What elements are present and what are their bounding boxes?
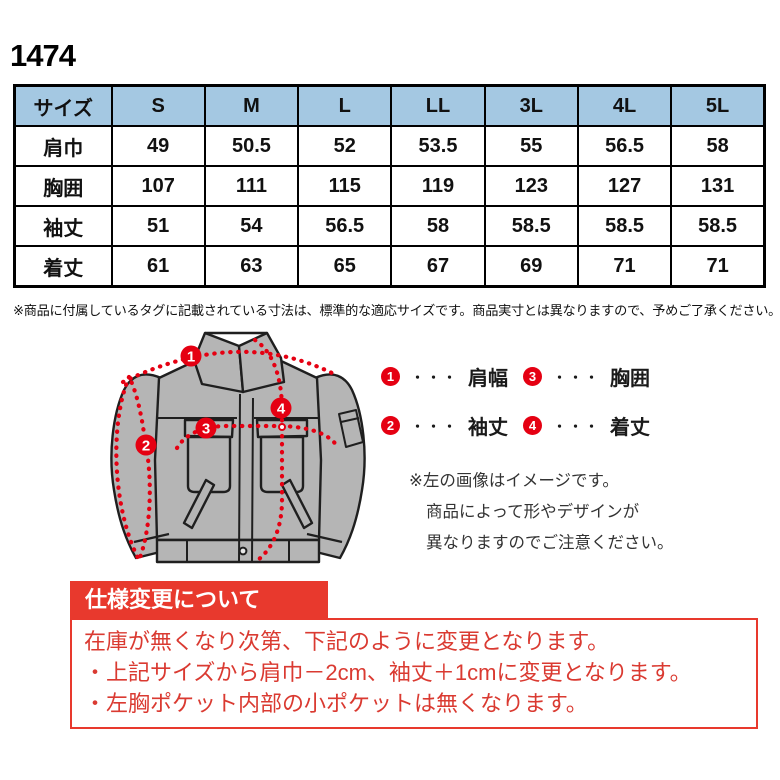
size-table-row: 着丈 61 63 65 67 69 71 71 bbox=[13, 245, 766, 288]
legend-label: 着丈 bbox=[610, 416, 651, 439]
size-value-cell: 49 bbox=[110, 125, 206, 167]
size-table-header-cell: L bbox=[297, 84, 393, 127]
legend-item-shoulder: 1 ・・・ 肩幅 bbox=[381, 366, 523, 390]
legend-dots: ・・・ bbox=[411, 369, 460, 385]
size-table-row: 袖丈 51 54 56.5 58 58.5 58.5 58.5 bbox=[13, 205, 766, 247]
spec-change-line: 在庫が無くなり次第、下記のように変更となります。 bbox=[84, 629, 610, 654]
size-value-cell: 63 bbox=[203, 245, 300, 288]
size-table-header-cell: 4L bbox=[576, 84, 673, 127]
image-disclaimer: ※左の画像はイメージです。 商品によって形やデザインが 異なりますのでご注意くだ… bbox=[409, 466, 674, 559]
size-table-header-row: サイズ S M L LL 3L 4L 5L bbox=[13, 84, 766, 127]
size-value-cell: 67 bbox=[390, 245, 486, 288]
legend-circle-3: 3 bbox=[523, 366, 542, 386]
size-value-cell: 51 bbox=[110, 205, 206, 247]
size-value-cell: 107 bbox=[110, 165, 206, 207]
jacket-illustration: 1 2 3 4 bbox=[110, 331, 366, 566]
size-value-cell: 54 bbox=[203, 205, 300, 247]
size-value-cell: 111 bbox=[203, 165, 300, 207]
size-value-cell: 115 bbox=[297, 165, 393, 207]
legend-circle-4: 4 bbox=[523, 415, 542, 435]
size-value-cell: 131 bbox=[670, 165, 766, 207]
size-value-cell: 58.5 bbox=[483, 205, 579, 247]
marker-3-num: 3 bbox=[202, 421, 210, 438]
product-code: 1474 bbox=[10, 38, 76, 73]
image-disclaimer-line: 商品によって形やデザインが bbox=[426, 503, 640, 521]
size-table-header-cell: S bbox=[110, 84, 206, 127]
jacket-markers: 1 2 3 4 bbox=[135, 345, 292, 456]
spec-change-box: 在庫が無くなり次第、下記のように変更となります。 ・上記サイズから肩巾－2cm、… bbox=[70, 618, 758, 729]
size-value-cell: 69 bbox=[483, 245, 579, 288]
marker-2-circle bbox=[135, 434, 157, 456]
size-value-cell: 119 bbox=[390, 165, 486, 207]
marker-1-num: 1 bbox=[187, 349, 195, 366]
size-table-header-cell: M bbox=[203, 84, 300, 127]
size-value-cell: 58 bbox=[670, 125, 766, 167]
size-value-cell: 53.5 bbox=[390, 125, 486, 167]
size-value-cell: 127 bbox=[576, 165, 673, 207]
legend-circle-1: 1 bbox=[381, 366, 400, 386]
size-value-cell: 123 bbox=[483, 165, 579, 207]
legend-circle-2: 2 bbox=[381, 415, 400, 435]
size-table-header-cell: LL bbox=[390, 84, 486, 127]
size-table-header-cell: サイズ bbox=[13, 84, 113, 127]
size-value-cell: 61 bbox=[110, 245, 206, 288]
spec-change-line: ・左胸ポケット内部の小ポケットは無くなります。 bbox=[84, 691, 588, 716]
size-table-row: 胸囲 107 111 115 119 123 127 131 bbox=[13, 165, 766, 207]
size-table: サイズ S M L LL 3L 4L 5L 肩巾 49 50.5 52 53.5 55 56.5 58 胸囲 1… bbox=[13, 84, 766, 288]
size-value-cell: 71 bbox=[670, 245, 766, 288]
marker-3-circle bbox=[195, 417, 217, 439]
size-value-cell: 58.5 bbox=[576, 205, 673, 247]
legend-item-length: 4 ・・・ 着丈 bbox=[523, 415, 650, 439]
size-value-cell: 58.5 bbox=[670, 205, 766, 247]
spec-change-line: ・上記サイズから肩巾－2cm、袖丈＋1cmに変更となります。 bbox=[84, 660, 692, 685]
size-row-label: 肩巾 bbox=[13, 125, 113, 167]
size-value-cell: 65 bbox=[297, 245, 393, 288]
size-value-cell: 56.5 bbox=[297, 205, 393, 247]
size-row-label: 着丈 bbox=[13, 245, 113, 288]
legend-label: 胸囲 bbox=[610, 367, 651, 390]
size-table-row: 肩巾 49 50.5 52 53.5 55 56.5 58 bbox=[13, 125, 766, 167]
measure-cross-point bbox=[278, 423, 286, 431]
marker-4-num: 4 bbox=[277, 401, 286, 418]
spec-change-title: 仕様変更について bbox=[70, 581, 328, 618]
legend-dots: ・・・ bbox=[553, 418, 602, 434]
legend-label: 袖丈 bbox=[468, 416, 509, 439]
size-table-header-cell: 3L bbox=[483, 84, 579, 127]
marker-2-num: 2 bbox=[142, 438, 150, 455]
marker-1-circle bbox=[180, 345, 202, 367]
size-row-label: 袖丈 bbox=[13, 205, 113, 247]
size-value-cell: 58 bbox=[390, 205, 486, 247]
legend-label: 肩幅 bbox=[468, 367, 509, 390]
measurement-legend: 1 ・・・ 肩幅 3 ・・・ 胸囲 2 ・・・ 袖丈 4 ・・・ 着丈 bbox=[381, 366, 650, 439]
measurement-lines bbox=[114, 337, 340, 566]
size-value-cell: 50.5 bbox=[203, 125, 300, 167]
size-value-cell: 55 bbox=[483, 125, 579, 167]
size-table-disclaimer: ※商品に付属しているタグに記載されている寸法は、標準的な適応サイズです。商品実寸… bbox=[13, 303, 780, 318]
size-value-cell: 56.5 bbox=[576, 125, 673, 167]
size-value-cell: 52 bbox=[297, 125, 393, 167]
legend-item-sleeve: 2 ・・・ 袖丈 bbox=[381, 415, 523, 439]
marker-4-circle bbox=[270, 397, 292, 419]
image-disclaimer-line: 異なりますのでご注意ください。 bbox=[426, 534, 674, 552]
legend-dots: ・・・ bbox=[553, 369, 602, 385]
size-row-label: 胸囲 bbox=[13, 165, 113, 207]
legend-dots: ・・・ bbox=[411, 418, 460, 434]
size-table-header-cell: 5L bbox=[670, 84, 766, 127]
legend-item-chest: 3 ・・・ 胸囲 bbox=[523, 366, 650, 390]
image-disclaimer-line: ※左の画像はイメージです。 bbox=[409, 472, 619, 490]
size-value-cell: 71 bbox=[576, 245, 673, 288]
